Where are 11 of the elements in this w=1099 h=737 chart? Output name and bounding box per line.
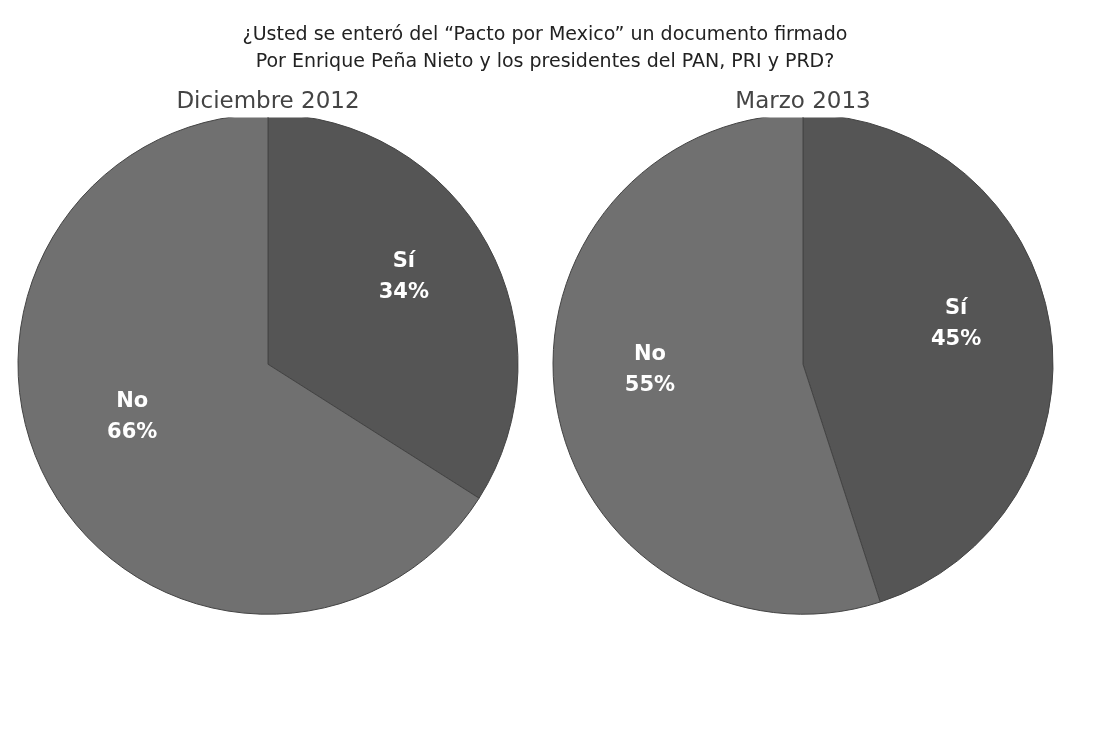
slice-label: No (116, 388, 149, 413)
chart-title: Marzo 2013 (735, 86, 871, 113)
chart-title: Diciembre 2012 (176, 86, 360, 113)
slice-label: Sí (944, 295, 970, 320)
data-label: 66% (107, 419, 158, 444)
slice-label: No (633, 340, 666, 365)
data-label: 55% (624, 372, 676, 397)
slice-label: Sí (392, 247, 417, 272)
text: ¿Usted se enteró del “Pacto por Mexico” un documento firmado Por Enrique Peña Nieto y los presidentes del PAN, PRI y PRD? (242, 21, 848, 74)
data-label: 34% (378, 279, 429, 304)
data-label: 45% (930, 326, 982, 351)
